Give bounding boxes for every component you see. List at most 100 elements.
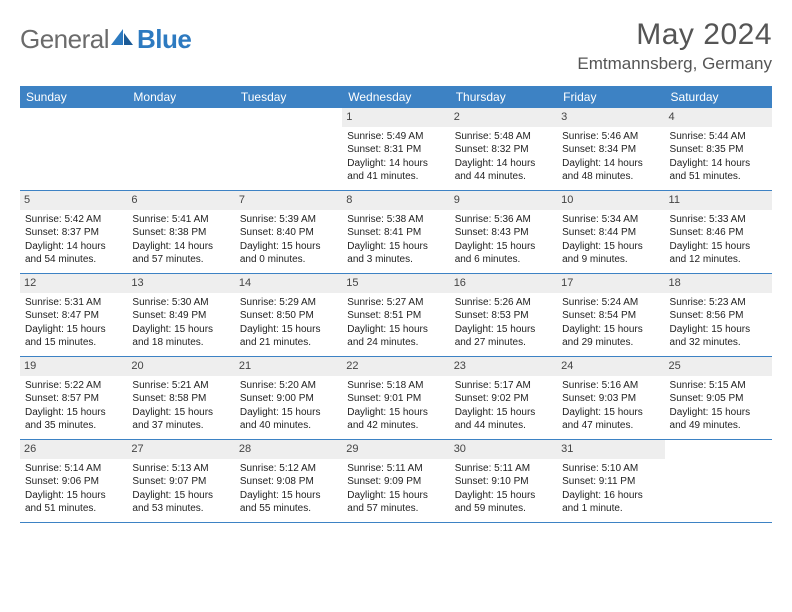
sunrise-line: Sunrise: 5:41 AM	[132, 213, 229, 227]
sunset-line: Sunset: 8:37 PM	[25, 226, 122, 240]
daylight-line: Daylight: 15 hours and 29 minutes.	[562, 323, 659, 350]
sunset-line: Sunset: 8:58 PM	[132, 392, 229, 406]
day-header: Wednesday	[342, 86, 449, 108]
sunset-line: Sunset: 8:41 PM	[347, 226, 444, 240]
day-cell: 10Sunrise: 5:34 AMSunset: 8:44 PMDayligh…	[557, 191, 664, 273]
sunrise-line: Sunrise: 5:13 AM	[132, 462, 229, 476]
sunset-line: Sunset: 8:38 PM	[132, 226, 229, 240]
sunrise-line: Sunrise: 5:23 AM	[670, 296, 767, 310]
daylight-line: Daylight: 14 hours and 51 minutes.	[670, 157, 767, 184]
sunset-line: Sunset: 8:44 PM	[562, 226, 659, 240]
day-cell: 26Sunrise: 5:14 AMSunset: 9:06 PMDayligh…	[20, 440, 127, 522]
day-cell: 8 Sunrise: 5:38 AMSunset: 8:41 PMDaylight…	[342, 191, 449, 273]
sunrise-line: Sunrise: 5:38 AM	[347, 213, 444, 227]
day-number: 3	[557, 108, 664, 127]
day-number: 13	[127, 274, 234, 293]
day-cell: 5Sunrise: 5:42 AMSunset: 8:37 PMDaylight…	[20, 191, 127, 273]
day-number: 30	[450, 440, 557, 459]
day-header: Sunday	[20, 86, 127, 108]
daylight-line: Daylight: 14 hours and 54 minutes.	[25, 240, 122, 267]
day-cell	[127, 108, 234, 190]
daylight-line: Daylight: 15 hours and 59 minutes.	[455, 489, 552, 516]
sunset-line: Sunset: 9:11 PM	[562, 475, 659, 489]
day-number: 26	[20, 440, 127, 459]
day-cell: 17Sunrise: 5:24 AMSunset: 8:54 PMDayligh…	[557, 274, 664, 356]
sunset-line: Sunset: 8:31 PM	[347, 143, 444, 157]
week-row: 1Sunrise: 5:49 AMSunset: 8:31 PMDaylight…	[20, 108, 772, 191]
day-number: 25	[665, 357, 772, 376]
day-number: 31	[557, 440, 664, 459]
month-title: May 2024	[577, 18, 772, 52]
sunset-line: Sunset: 9:03 PM	[562, 392, 659, 406]
daylight-line: Daylight: 15 hours and 32 minutes.	[670, 323, 767, 350]
sunrise-line: Sunrise: 5:18 AM	[347, 379, 444, 393]
day-number: 15	[342, 274, 449, 293]
sunset-line: Sunset: 9:01 PM	[347, 392, 444, 406]
day-number: 10	[557, 191, 664, 210]
daylight-line: Daylight: 15 hours and 42 minutes.	[347, 406, 444, 433]
sunset-line: Sunset: 9:02 PM	[455, 392, 552, 406]
day-number: 1	[342, 108, 449, 127]
daylight-line: Daylight: 15 hours and 44 minutes.	[455, 406, 552, 433]
sunrise-line: Sunrise: 5:42 AM	[25, 213, 122, 227]
day-cell	[20, 108, 127, 190]
day-cell: 20Sunrise: 5:21 AMSunset: 8:58 PMDayligh…	[127, 357, 234, 439]
day-cell: 2Sunrise: 5:48 AMSunset: 8:32 PMDaylight…	[450, 108, 557, 190]
day-cell: 29Sunrise: 5:11 AMSunset: 9:09 PMDayligh…	[342, 440, 449, 522]
day-header: Thursday	[450, 86, 557, 108]
day-number: 19	[20, 357, 127, 376]
calendar-page: General Blue May 2024 Emtmannsberg, Germ…	[0, 0, 792, 533]
sunset-line: Sunset: 8:51 PM	[347, 309, 444, 323]
day-cell: 11Sunrise: 5:33 AMSunset: 8:46 PMDayligh…	[665, 191, 772, 273]
day-number: 22	[342, 357, 449, 376]
daylight-line: Daylight: 15 hours and 53 minutes.	[132, 489, 229, 516]
day-number: 24	[557, 357, 664, 376]
sunset-line: Sunset: 8:40 PM	[240, 226, 337, 240]
sunrise-line: Sunrise: 5:44 AM	[670, 130, 767, 144]
sunrise-line: Sunrise: 5:31 AM	[25, 296, 122, 310]
sunset-line: Sunset: 8:54 PM	[562, 309, 659, 323]
daylight-line: Daylight: 15 hours and 0 minutes.	[240, 240, 337, 267]
day-cell: 7Sunrise: 5:39 AMSunset: 8:40 PMDaylight…	[235, 191, 342, 273]
sunrise-line: Sunrise: 5:16 AM	[562, 379, 659, 393]
daylight-line: Daylight: 15 hours and 15 minutes.	[25, 323, 122, 350]
sunset-line: Sunset: 9:00 PM	[240, 392, 337, 406]
day-cell: 19Sunrise: 5:22 AMSunset: 8:57 PMDayligh…	[20, 357, 127, 439]
title-block: May 2024 Emtmannsberg, Germany	[577, 18, 772, 74]
day-number: 29	[342, 440, 449, 459]
sunset-line: Sunset: 9:06 PM	[25, 475, 122, 489]
daylight-line: Daylight: 15 hours and 24 minutes.	[347, 323, 444, 350]
sunset-line: Sunset: 8:35 PM	[670, 143, 767, 157]
sunset-line: Sunset: 8:46 PM	[670, 226, 767, 240]
day-number: 21	[235, 357, 342, 376]
daylight-line: Daylight: 15 hours and 27 minutes.	[455, 323, 552, 350]
sunset-line: Sunset: 9:05 PM	[670, 392, 767, 406]
day-cell: 31Sunrise: 5:10 AMSunset: 9:11 PMDayligh…	[557, 440, 664, 522]
sunrise-line: Sunrise: 5:24 AM	[562, 296, 659, 310]
brand-text-general: General	[20, 24, 109, 55]
day-header: Saturday	[665, 86, 772, 108]
daylight-line: Daylight: 15 hours and 3 minutes.	[347, 240, 444, 267]
sunrise-line: Sunrise: 5:49 AM	[347, 130, 444, 144]
sunset-line: Sunset: 8:56 PM	[670, 309, 767, 323]
day-number: 8	[342, 191, 449, 210]
day-cell: 3Sunrise: 5:46 AMSunset: 8:34 PMDaylight…	[557, 108, 664, 190]
daylight-line: Daylight: 15 hours and 9 minutes.	[562, 240, 659, 267]
sunrise-line: Sunrise: 5:14 AM	[25, 462, 122, 476]
sunset-line: Sunset: 8:49 PM	[132, 309, 229, 323]
day-cell: 27Sunrise: 5:13 AMSunset: 9:07 PMDayligh…	[127, 440, 234, 522]
sunrise-line: Sunrise: 5:11 AM	[455, 462, 552, 476]
sunset-line: Sunset: 8:47 PM	[25, 309, 122, 323]
daylight-line: Daylight: 15 hours and 18 minutes.	[132, 323, 229, 350]
day-header: Tuesday	[235, 86, 342, 108]
day-header: Friday	[557, 86, 664, 108]
day-header-row: SundayMondayTuesdayWednesdayThursdayFrid…	[20, 86, 772, 108]
daylight-line: Daylight: 14 hours and 41 minutes.	[347, 157, 444, 184]
daylight-line: Daylight: 15 hours and 6 minutes.	[455, 240, 552, 267]
day-number: 14	[235, 274, 342, 293]
sunrise-line: Sunrise: 5:33 AM	[670, 213, 767, 227]
sunrise-line: Sunrise: 5:22 AM	[25, 379, 122, 393]
sunrise-line: Sunrise: 5:36 AM	[455, 213, 552, 227]
day-number: 20	[127, 357, 234, 376]
sunrise-line: Sunrise: 5:21 AM	[132, 379, 229, 393]
